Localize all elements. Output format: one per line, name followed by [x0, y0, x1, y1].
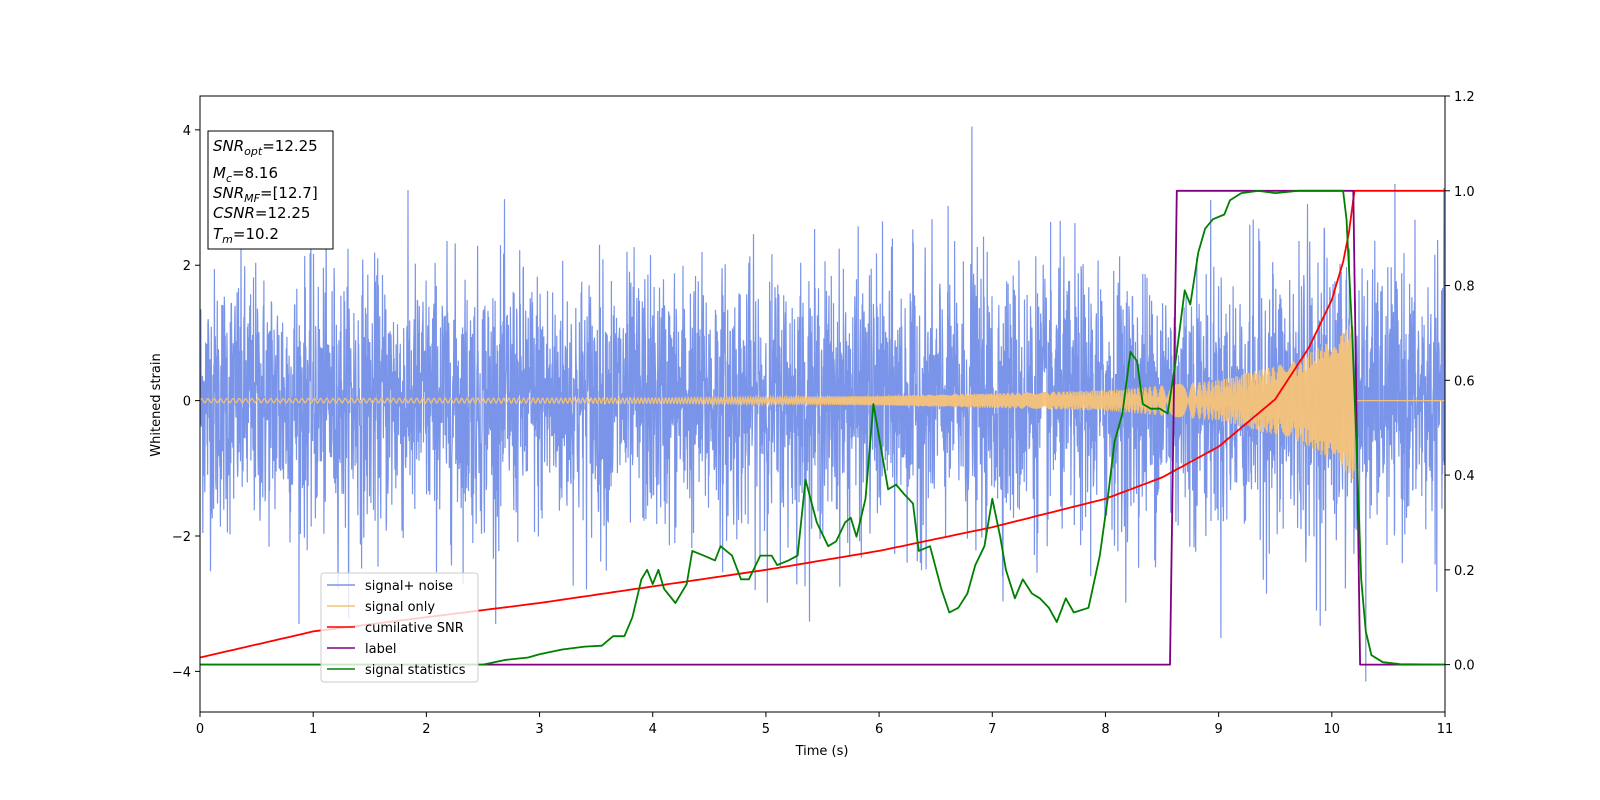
y-axis-label: Whitened strain [149, 353, 164, 456]
y2-tick-label: 0.4 [1454, 469, 1475, 484]
x-axis-label: Time (s) [795, 744, 849, 759]
x-tick-label: 2 [422, 722, 430, 737]
info-box: SNRopt=12.25 Mc=8.16 SNRMF=[12.7] CSNR=1… [207, 130, 334, 250]
x-tick-label: 3 [535, 722, 543, 737]
y2-tick-label: 1.2 [1454, 90, 1475, 105]
right-axis-ticks: 0.0 0.2 0.4 0.6 0.8 1.0 1.2 [1445, 90, 1475, 674]
info-chirp-mass: Mc=8.16 [213, 164, 278, 185]
y-tick-label: 4 [183, 124, 191, 139]
y2-tick-label: 0.6 [1454, 374, 1475, 389]
legend: signal+ noise signal only cumilative SNR… [320, 572, 479, 683]
x-tick-label: 9 [1214, 722, 1222, 737]
cumulative-snr-line [200, 189, 1445, 659]
x-tick-label: 11 [1437, 722, 1454, 737]
legend-label-signal-statistics: signal statistics [365, 663, 466, 678]
legend-frame [320, 572, 479, 683]
signal-only-line [200, 325, 1445, 480]
info-snr-mf: SNRMF=[12.7] [213, 184, 318, 205]
plot-frame [199, 95, 1446, 713]
x-tick-label: 5 [762, 722, 770, 737]
y2-tick-label: 0.0 [1454, 659, 1475, 674]
y2-tick-label: 0.8 [1454, 280, 1475, 295]
y-tick-label: −4 [172, 665, 191, 680]
y2-tick-label: 1.0 [1454, 185, 1475, 200]
y-axis-ticks: −4 −2 0 2 4 [172, 124, 200, 680]
signal-statistics-line [200, 189, 1445, 666]
x-tick-label: 4 [649, 722, 657, 737]
label-line [200, 189, 1445, 666]
info-box-frame [207, 130, 334, 250]
y-tick-label: 0 [183, 395, 191, 410]
x-tick-label: 7 [988, 722, 996, 737]
info-csnr: CSNR=12.25 [213, 204, 310, 222]
x-tick-label: 0 [196, 722, 204, 737]
legend-label-signal-only: signal only [365, 600, 435, 615]
x-tick-label: 8 [1101, 722, 1109, 737]
x-tick-label: 6 [875, 722, 883, 737]
x-tick-label: 10 [1324, 722, 1341, 737]
legend-label-label: label [365, 642, 396, 657]
x-axis-ticks: 0 1 2 3 4 5 6 7 8 9 10 11 [196, 712, 1453, 737]
y-tick-label: −2 [172, 530, 191, 545]
legend-label-signal-noise: signal+ noise [365, 579, 453, 594]
signal-only-series [200, 325, 1445, 480]
right-axis-series [200, 189, 1445, 666]
y2-tick-label: 0.2 [1454, 564, 1475, 579]
legend-label-cumulative-snr: cumilative SNR [365, 621, 464, 636]
info-snr-opt: SNRopt=12.25 [213, 137, 318, 158]
info-merger-time: Tm=10.2 [213, 225, 279, 246]
y-tick-label: 2 [183, 259, 191, 274]
x-tick-label: 1 [309, 722, 317, 737]
